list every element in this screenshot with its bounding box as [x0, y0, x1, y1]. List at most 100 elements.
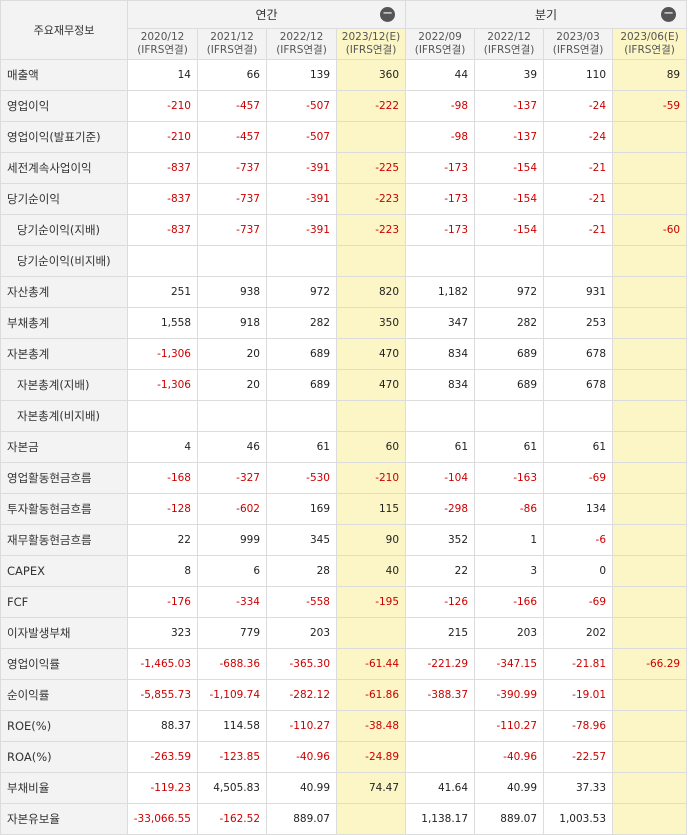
- column-basis: (IFRS연결): [276, 44, 327, 56]
- table-cell: [612, 276, 688, 308]
- table-cell: -688.36: [197, 648, 267, 680]
- table-row: 매출액 14 66 139 360 44 39 110 89: [0, 59, 688, 91]
- table-cell: -110.27: [266, 710, 337, 742]
- table-cell: -391: [266, 214, 337, 246]
- table-cell: 1,182: [405, 276, 476, 308]
- column-basis: (IFRS연결): [345, 44, 397, 56]
- table-cell: -119.23: [127, 772, 198, 804]
- table-corner-label: 주요재무정보: [0, 0, 128, 60]
- column-basis: (IFRS연결): [624, 44, 675, 56]
- table-cell: 282: [474, 307, 545, 339]
- table-cell: -21.81: [543, 648, 614, 680]
- table-cell: -176: [127, 586, 198, 618]
- column-date: 2022/09: [418, 31, 462, 43]
- table-cell: -210: [127, 90, 198, 122]
- table-row: FCF -176 -334 -558 -195 -126 -166 -69: [0, 586, 688, 618]
- table-cell: -33,066.55: [127, 803, 198, 835]
- table-cell: 20: [197, 338, 267, 370]
- row-label: ROE(%): [0, 710, 128, 742]
- row-label: 영업이익: [0, 90, 128, 122]
- table-cell: 22: [127, 524, 198, 556]
- table-cell: 20: [197, 369, 267, 401]
- table-cell: -223: [335, 214, 407, 246]
- table-cell: -40.96: [474, 741, 545, 773]
- table-cell: [612, 617, 688, 649]
- table-cell: 60: [335, 431, 407, 463]
- table-cell: [405, 245, 476, 277]
- table-cell: 889.07: [474, 803, 545, 835]
- table-cell: -137: [474, 90, 545, 122]
- table-cell: 203: [474, 617, 545, 649]
- table-cell: [612, 524, 688, 556]
- row-label: 자본금: [0, 431, 128, 463]
- table-cell: -222: [335, 90, 407, 122]
- table-cell: [612, 431, 688, 463]
- row-label: 자본총계(지배): [0, 369, 128, 401]
- table-cell: -61.86: [335, 679, 407, 711]
- table-cell: 40.99: [474, 772, 545, 804]
- table-cell: 4: [127, 431, 198, 463]
- table-cell: 46: [197, 431, 267, 463]
- table-cell: 253: [543, 307, 614, 339]
- table-cell: [335, 245, 407, 277]
- table-cell: 202: [543, 617, 614, 649]
- table-row: 자본금 4 46 61 60 61 61 61: [0, 431, 688, 463]
- collapse-quarterly-icon[interactable]: −: [661, 7, 677, 22]
- table-cell: -1,465.03: [127, 648, 198, 680]
- table-cell: -78.96: [543, 710, 614, 742]
- table-cell: 470: [335, 369, 407, 401]
- column-header: 2023/03 (IFRS연결): [543, 28, 614, 60]
- column-header: 2023/12(E) (IFRS연결): [335, 28, 407, 60]
- table-cell: -66.29: [612, 648, 688, 680]
- table-cell: 215: [405, 617, 476, 649]
- table-cell: [197, 400, 267, 432]
- table-cell: -61.44: [335, 648, 407, 680]
- table-cell: -24: [543, 90, 614, 122]
- row-label: 매출액: [0, 59, 128, 91]
- table-cell: -21: [543, 214, 614, 246]
- table-cell: -457: [197, 121, 267, 153]
- column-basis: (IFRS연결): [137, 44, 188, 56]
- table-row: 세전계속사업이익 -837 -737 -391 -225 -173 -154 -21: [0, 152, 688, 184]
- group-label-quarterly: 분기: [535, 8, 558, 22]
- table-cell: [127, 245, 198, 277]
- table-cell: -24: [543, 121, 614, 153]
- column-date: 2023/03: [556, 31, 600, 43]
- table-cell: [612, 152, 688, 184]
- table-row: 순이익률 -5,855.73 -1,109.74 -282.12 -61.86 -388.…: [0, 679, 688, 711]
- table-cell: -263.59: [127, 741, 198, 773]
- table-cell: -558: [266, 586, 337, 618]
- column-basis: (IFRS연결): [414, 44, 466, 56]
- table-cell: [612, 679, 688, 711]
- table-cell: -223: [335, 183, 407, 215]
- table-cell: 61: [543, 431, 614, 463]
- table-cell: [612, 307, 688, 339]
- table-cell: -22.57: [543, 741, 614, 773]
- table-cell: [405, 710, 476, 742]
- row-label: 투자활동현금흐름: [0, 493, 128, 525]
- table-cell: [612, 803, 688, 835]
- table-cell: -327: [197, 462, 267, 494]
- row-label: 자본총계: [0, 338, 128, 370]
- table-cell: 90: [335, 524, 407, 556]
- table-cell: -162.52: [197, 803, 267, 835]
- row-label: 당기순이익(비지배): [0, 245, 128, 277]
- table-cell: -21: [543, 152, 614, 184]
- group-header-quarterly: 분기 −: [405, 0, 688, 29]
- table-cell: -1,306: [127, 369, 198, 401]
- table-cell: 3: [474, 555, 545, 587]
- table-row: 자본총계(지배) -1,306 20 689 470 834 689 678: [0, 369, 688, 401]
- collapse-annual-icon[interactable]: −: [380, 7, 396, 22]
- table-cell: [543, 400, 614, 432]
- table-cell: 350: [335, 307, 407, 339]
- table-cell: 114.58: [197, 710, 267, 742]
- table-cell: -166: [474, 586, 545, 618]
- table-cell: -104: [405, 462, 476, 494]
- table-cell: 938: [197, 276, 267, 308]
- row-label: 당기순이익(지배): [0, 214, 128, 246]
- table-cell: -128: [127, 493, 198, 525]
- table-cell: 678: [543, 369, 614, 401]
- table-cell: [612, 493, 688, 525]
- table-cell: -154: [474, 183, 545, 215]
- row-label: ROA(%): [0, 741, 128, 773]
